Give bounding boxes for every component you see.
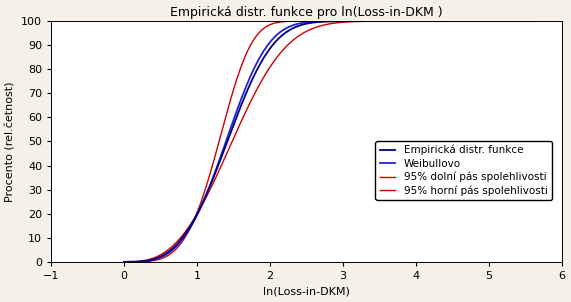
Weibullovo: [439, 19, 446, 23]
Weibullovo: [529, 19, 536, 23]
95% dolní pás spolehlivosti: [130, 260, 136, 264]
Empirická distr. funkce: [272, 40, 279, 43]
Weibullovo: [457, 19, 464, 23]
Empirická distr. funkce: [457, 19, 464, 23]
Legend: Empirická distr. funkce, Weibullovo, 95% dolní pás spolehlivosti, 95% horní pás : Empirická distr. funkce, Weibullovo, 95%…: [376, 141, 552, 200]
Empirická distr. funkce: [120, 260, 127, 264]
Empirická distr. funkce: [157, 255, 164, 259]
X-axis label: ln(Loss-in-DKM): ln(Loss-in-DKM): [263, 286, 350, 297]
95% dolní pás spolehlivosti: [457, 19, 464, 23]
Empirická distr. funkce: [529, 19, 536, 23]
Empirická distr. funkce: [130, 260, 136, 264]
95% horní pás spolehlivosti: [272, 21, 279, 25]
95% horní pás spolehlivosti: [457, 19, 464, 23]
Empirická distr. funkce: [143, 259, 150, 263]
95% dolní pás spolehlivosti: [120, 260, 127, 264]
95% dolní pás spolehlivosti: [272, 57, 279, 61]
Empirická distr. funkce: [366, 19, 373, 23]
95% dolní pás spolehlivosti: [143, 259, 150, 262]
Weibullovo: [120, 260, 127, 264]
Title: Empirická distr. funkce pro ln(Loss-in-DKM ): Empirická distr. funkce pro ln(Loss-in-D…: [170, 5, 443, 18]
95% dolní pás spolehlivosti: [529, 19, 536, 23]
95% horní pás spolehlivosti: [366, 19, 373, 23]
95% horní pás spolehlivosti: [157, 257, 164, 261]
Y-axis label: Procento (rel.četnost): Procento (rel.četnost): [6, 81, 15, 202]
Weibullovo: [157, 255, 164, 259]
95% horní pás spolehlivosti: [130, 260, 136, 264]
Weibullovo: [272, 34, 279, 38]
95% horní pás spolehlivosti: [367, 19, 373, 23]
Empirická distr. funkce: [467, 19, 473, 23]
Line: 95% dolní pás spolehlivosti: 95% dolní pás spolehlivosti: [124, 21, 533, 262]
Line: Weibullovo: Weibullovo: [124, 21, 533, 262]
95% dolní pás spolehlivosti: [157, 253, 164, 257]
Weibullovo: [366, 19, 373, 23]
95% horní pás spolehlivosti: [529, 19, 536, 23]
Line: Empirická distr. funkce: Empirická distr. funkce: [124, 21, 533, 262]
Line: 95% horní pás spolehlivosti: 95% horní pás spolehlivosti: [124, 21, 533, 262]
Weibullovo: [130, 260, 136, 264]
Weibullovo: [143, 259, 150, 263]
95% horní pás spolehlivosti: [120, 260, 127, 264]
95% horní pás spolehlivosti: [143, 260, 150, 263]
95% dolní pás spolehlivosti: [366, 19, 373, 23]
